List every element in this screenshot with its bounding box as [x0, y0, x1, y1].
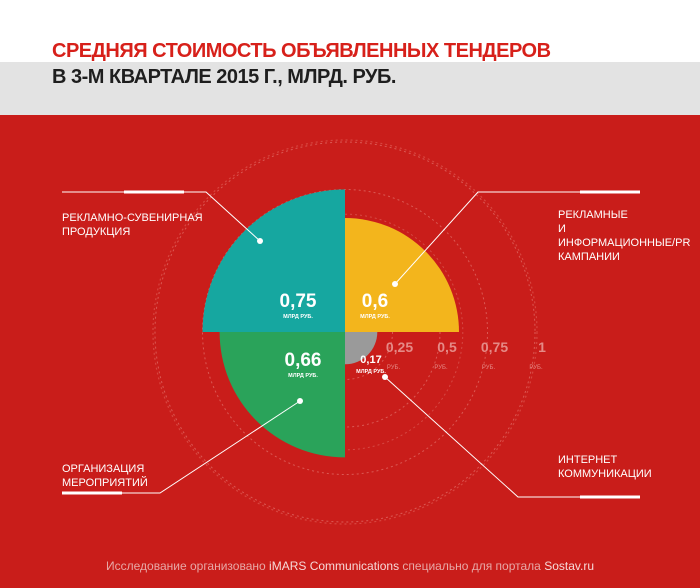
chart-title-line2: В 3-М КВАРТАЛЕ 2015 Г., МЛРД. РУБ.: [52, 66, 396, 88]
label-events: ОРГАНИЗАЦИЯ МЕРОПРИЯТИЙ: [62, 462, 148, 490]
label-pr-line3: КАМПАНИИ: [558, 251, 620, 263]
label-events-line1: ОРГАНИЗАЦИЯ: [62, 463, 145, 475]
label-internet-line2: КОММУНИКАЦИИ: [558, 468, 652, 480]
footer: Исследование организовано iMARS Communic…: [0, 559, 700, 573]
chart-area: 0,75 МЛРД РУБ. 0,6 МЛРД РУБ. 0,66 МЛРД РУБ. 0,…: [0, 115, 700, 588]
label-internet-line1: ИНТЕРНЕТ: [558, 454, 618, 466]
chart-segment-1: [345, 218, 459, 332]
data-label-value-2: 0,66: [285, 350, 322, 371]
label-accent-pr: [580, 190, 640, 194]
label-accent-internet: [580, 495, 640, 499]
data-label-unit-3: МЛРД РУБ.: [356, 369, 386, 375]
header-band: [0, 62, 700, 115]
leader-dot-3: [382, 374, 388, 380]
data-label-value-0: 0,75: [280, 291, 317, 312]
leader-dot-0: [257, 238, 263, 244]
scale-tick-unit-3: РУБ.: [529, 365, 543, 371]
label-accent-events: [62, 491, 122, 495]
scale-tick-label-2: 0,75: [481, 339, 508, 355]
label-internet: ИНТЕРНЕТ КОММУНИКАЦИИ: [558, 453, 652, 481]
leader-line-0: [62, 191, 261, 242]
ring-inner: [226, 213, 464, 451]
label-accent-souvenir: [124, 190, 184, 194]
footer-org: iMARS Communications: [269, 559, 400, 573]
scale-tick-label-3: 1: [538, 339, 546, 355]
scale-tick-unit-1: РУБ.: [434, 365, 448, 371]
scale-tick-label-0: 0,25: [386, 339, 413, 355]
scale-tick-label-1: 0,5: [437, 339, 457, 355]
scale-ring: [154, 141, 536, 523]
footer-prefix: Исследование организовано: [106, 559, 270, 573]
chart-segment-3: [345, 332, 378, 365]
label-pr-line1: РЕКЛАМНЫЕ: [558, 209, 628, 221]
polar-chart: 0,75 МЛРД РУБ. 0,6 МЛРД РУБ. 0,66 МЛРД РУБ. 0,…: [62, 139, 640, 525]
header: СРЕДНЯЯ СТОИМОСТЬ ОБЪЯВЛЕННЫХ ТЕНДЕРОВ В…: [0, 0, 700, 115]
leader-dot-2: [297, 398, 303, 404]
label-pr-line2: И ИНФОРМАЦИОННЫЕ/PR: [558, 223, 691, 249]
label-souvenir: РЕКЛАМНО-СУВЕНИРНАЯ ПРОДУКЦИЯ: [62, 211, 203, 239]
footer-middle: специально для портала: [399, 559, 545, 573]
chart-title-line1: СРЕДНЯЯ СТОИМОСТЬ ОБЪЯВЛЕННЫХ ТЕНДЕРОВ: [52, 40, 551, 62]
scale-tick-unit-2: РУБ.: [482, 365, 496, 371]
data-label-value-1: 0,6: [362, 291, 388, 312]
label-pr: РЕКЛАМНЫЕ И ИНФОРМАЦИОННЫЕ/PR КАМПАНИИ: [558, 208, 700, 264]
label-souvenir-line1: РЕКЛАМНО-СУВЕНИРНАЯ: [62, 212, 203, 224]
chart-segment-2: [219, 332, 345, 458]
label-souvenir-line2: ПРОДУКЦИЯ: [62, 226, 131, 238]
scale-tick-unit-0: РУБ.: [387, 365, 401, 371]
chart-segment-0: [202, 189, 345, 332]
ring-outer: [152, 139, 538, 525]
data-label-value-3: 0,17: [360, 354, 381, 366]
data-label-unit-0: МЛРД РУБ.: [283, 314, 313, 320]
footer-portal: Sostav.ru: [544, 559, 594, 573]
data-label-unit-2: МЛРД РУБ.: [288, 373, 318, 379]
data-label-unit-1: МЛРД РУБ.: [360, 314, 390, 320]
label-events-line2: МЕРОПРИЯТИЙ: [62, 477, 148, 489]
leader-dot-1: [392, 281, 398, 287]
